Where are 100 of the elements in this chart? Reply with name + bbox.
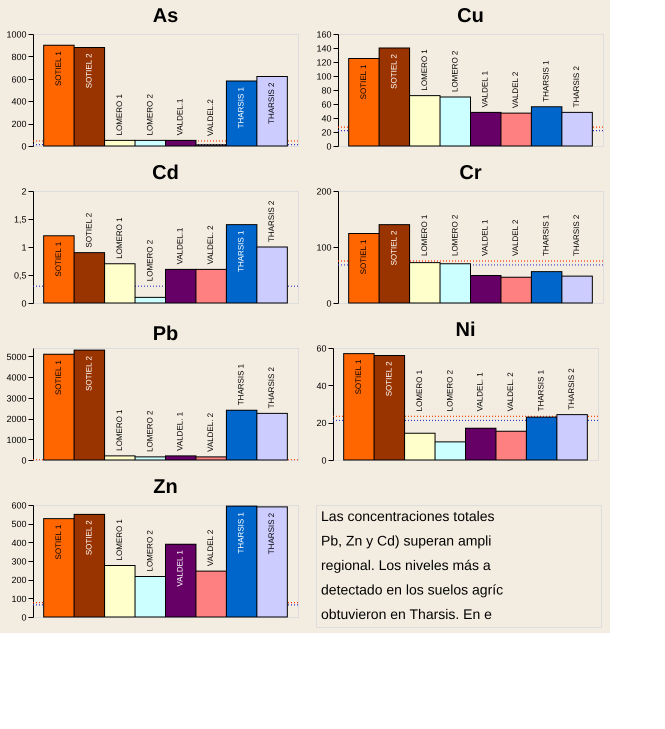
category-label: LOMERO 2 — [145, 240, 154, 282]
y-tick-label: 0 — [321, 456, 326, 466]
chart-title: Cr — [459, 162, 482, 184]
category-label: SOTIEL 2 — [84, 212, 94, 248]
y-tick-label: 500 — [11, 519, 26, 530]
category-label: THARSIS 2 — [267, 200, 276, 242]
category-label: VALDEL.2 — [206, 99, 216, 136]
y-tick-label: 200 — [11, 575, 26, 586]
category-label: THARSIS 2 — [267, 366, 276, 408]
y-tick-label: 1 — [21, 242, 26, 252]
y-tick-label: 1000 — [6, 30, 26, 40]
y-tick-label: 1,5 — [14, 214, 26, 224]
category-label: VALDEL. 1 — [476, 372, 485, 412]
y-tick-label: 300 — [11, 556, 26, 566]
category-label: SOTIEL 1 — [54, 242, 63, 277]
category-label: SOTIEL 1 — [358, 240, 368, 274]
category-label: VALDEL. 1 — [176, 412, 185, 451]
chart-title: Ni — [456, 319, 476, 341]
category-label: LOMERO 2 — [450, 50, 460, 92]
y-tick-label: 600 — [11, 500, 26, 510]
category-label: LOMERO 2 — [445, 370, 454, 412]
category-label: LOMERO 2 — [145, 94, 154, 136]
category-label: LOMERO 2 — [450, 214, 460, 256]
y-tick-label: 600 — [11, 74, 26, 84]
y-tick-label: 800 — [11, 52, 26, 62]
y-tick-label: 0,5 — [14, 270, 26, 280]
text: Las concentraciones totales — [321, 508, 495, 524]
category-label: THARSIS 1 — [236, 512, 246, 554]
y-tick-label: 20 — [316, 418, 326, 428]
chart-title: Pb — [152, 323, 178, 345]
text: detectado en los suelos agríc — [321, 581, 504, 598]
category-label: SOTIEL 1 — [54, 360, 63, 396]
y-tick-label: 200 — [11, 119, 26, 130]
category-label: SOTIEL 2 — [384, 361, 394, 396]
category-label: SOTIEL 1 — [354, 360, 363, 394]
category-label: VALDEL.1 — [176, 98, 185, 136]
category-label: VALDEL.1 — [176, 228, 185, 264]
category-label: VALDEL. 2 — [206, 225, 216, 264]
category-label: VALDEL 2 — [511, 72, 520, 108]
category-label: VALDEL 1 — [480, 70, 490, 108]
category-label: VALDEL 1 — [480, 220, 490, 256]
category-label: VALDEL 1 — [176, 550, 185, 587]
y-tick-label: 60 — [316, 344, 326, 354]
chart-title: As — [152, 5, 178, 27]
category-label: SOTIEL 1 — [54, 51, 63, 86]
y-tick-label: 400 — [11, 96, 26, 107]
category-label: VALDEL. 2 — [206, 412, 216, 452]
category-label: LOMERO 1 — [114, 217, 124, 259]
category-label: THARSIS 2 — [567, 368, 576, 410]
chart-title: Cu — [457, 5, 484, 27]
category-label: SOTIEL 2 — [389, 230, 398, 266]
y-tick-label: 100 — [11, 594, 26, 604]
category-label: THARSIS 1 — [542, 214, 551, 256]
category-label: SOTIEL 1 — [54, 524, 63, 560]
y-tick-label: 0 — [326, 142, 332, 152]
category-label: THARSIS 1 — [536, 370, 546, 412]
category-label: THARSIS 2 — [267, 82, 276, 124]
chart-title: Zn — [153, 476, 178, 498]
category-label: SOTIEL 2 — [84, 520, 94, 556]
y-tick-label: 5000 — [6, 352, 26, 362]
category-label: LOMERO 1 — [114, 94, 124, 136]
text: Pb, Zn y Cd) superan ampli — [321, 532, 492, 549]
y-tick-label: 140 — [316, 44, 332, 54]
category-label: THARSIS 1 — [236, 230, 246, 272]
category-label: LOMERO 2 — [145, 530, 154, 572]
y-tick-label: 60 — [321, 100, 332, 110]
category-label: SOTIEL 2 — [84, 356, 94, 391]
y-tick-label: 1000 — [6, 434, 26, 445]
category-label: THARSIS 2 — [267, 512, 276, 554]
category-label: LOMERO 1 — [114, 519, 124, 560]
category-label: THARSIS 2 — [572, 214, 582, 256]
y-tick-label: 20 — [321, 128, 332, 138]
y-tick-label: 2 — [21, 186, 26, 196]
category-label: VALDEL 2 — [511, 220, 520, 256]
category-label: LOMERO 1 — [420, 49, 429, 91]
y-tick-label: 120 — [316, 58, 332, 68]
text: regional. Los niveles más a — [321, 557, 491, 573]
chart-title: Cd — [152, 162, 179, 184]
category-label: LOMERO 1 — [414, 370, 424, 412]
y-tick-label: 80 — [321, 86, 332, 96]
category-label: THARSIS 2 — [572, 66, 582, 108]
category-label: SOTIEL 2 — [389, 54, 398, 89]
y-tick-label: 2000 — [6, 414, 26, 424]
y-tick-label: 40 — [321, 114, 332, 124]
category-label: THARSIS 1 — [236, 364, 246, 406]
category-label: SOTIEL 1 — [358, 64, 368, 100]
category-label: THARSIS 1 — [542, 60, 551, 102]
y-tick-label: 0 — [21, 142, 26, 152]
category-label: LOMERO 1 — [114, 410, 124, 451]
y-tick-label: 160 — [316, 30, 332, 40]
y-tick-label: 0 — [21, 456, 26, 466]
text: obtuvieron en Tharsis. En e — [321, 606, 492, 622]
category-label: VALDEL 2 — [206, 530, 216, 566]
y-tick-label: 200 — [316, 186, 332, 196]
category-label: VALDEL. 2 — [506, 372, 516, 412]
y-tick-label: 400 — [11, 538, 26, 548]
category-label: SOTIEL 2 — [84, 53, 94, 88]
category-label: THARSIS 1 — [236, 87, 246, 128]
category-label: LOMERO 1 — [420, 214, 429, 256]
y-tick-label: 4000 — [6, 372, 26, 383]
